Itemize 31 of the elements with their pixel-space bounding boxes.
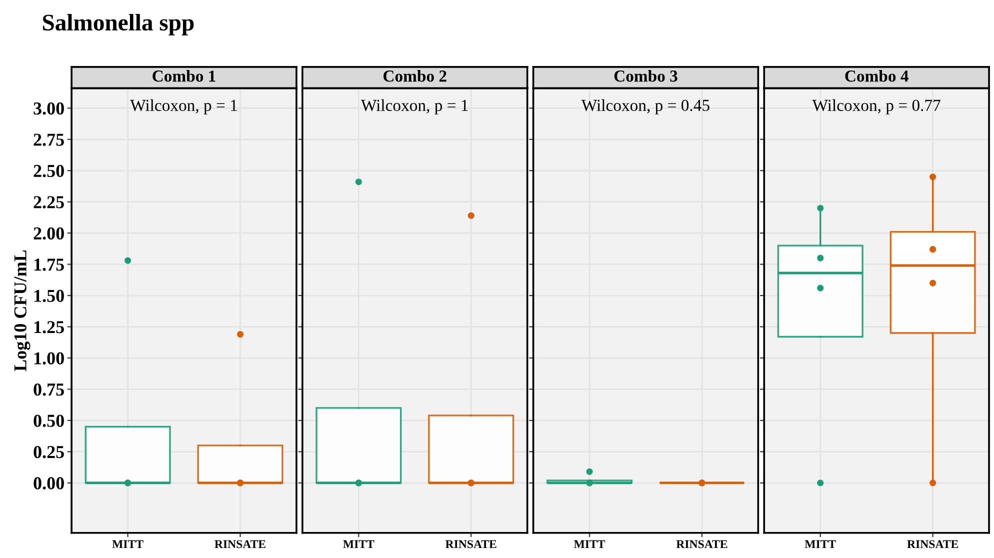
chart-subtitle: Combo 3 xyxy=(614,70,678,82)
x-tick-label: RINSATE xyxy=(445,540,496,548)
chart-subtitle: Combo 4 xyxy=(845,70,908,82)
x-tick-label: RINSATE xyxy=(676,540,728,548)
annotation: Wilcoxon, p = 1 xyxy=(130,99,237,114)
x-tick-label: MITT xyxy=(804,540,836,548)
y-tick-label: 1.50 xyxy=(34,290,64,302)
y-tick-label: 2.50 xyxy=(34,164,64,178)
x-tick-label: RINSATE xyxy=(907,540,958,548)
y-tick-label: 3.00 xyxy=(34,102,64,115)
chart-subtitle: Combo 2 xyxy=(384,70,446,82)
y-tick-label: 0.50 xyxy=(34,414,64,427)
chart-title: Salmonella spp xyxy=(43,14,194,36)
annotation: Wilcoxon, p = 0.45 xyxy=(581,99,710,114)
y-tick-label: 1.00 xyxy=(34,352,64,365)
y-tick-label: 2.25 xyxy=(34,196,64,208)
annotation: Wilcoxon, p = 1 xyxy=(360,99,468,114)
y-tick-label: 0.25 xyxy=(34,446,64,458)
y-tick-label: 0.75 xyxy=(34,383,64,396)
y-tick-label: 0.00 xyxy=(34,477,64,490)
x-tick-label: MITT xyxy=(343,540,374,548)
chart-subtitle: Combo 1 xyxy=(152,70,216,82)
y-tick-label: 1.75 xyxy=(34,258,64,271)
y-tick-label: 2.00 xyxy=(34,227,64,240)
x-tick-label: MITT xyxy=(112,540,144,548)
annotation: Wilcoxon, p = 0.77 xyxy=(812,99,940,114)
y-tick-label: 1.25 xyxy=(34,321,64,334)
y-axis-title: Log10 CFU/mL xyxy=(14,250,30,372)
y-tick-label: 2.75 xyxy=(34,134,64,146)
x-tick-label: MITT xyxy=(574,540,606,548)
x-tick-label: RINSATE xyxy=(214,540,266,548)
